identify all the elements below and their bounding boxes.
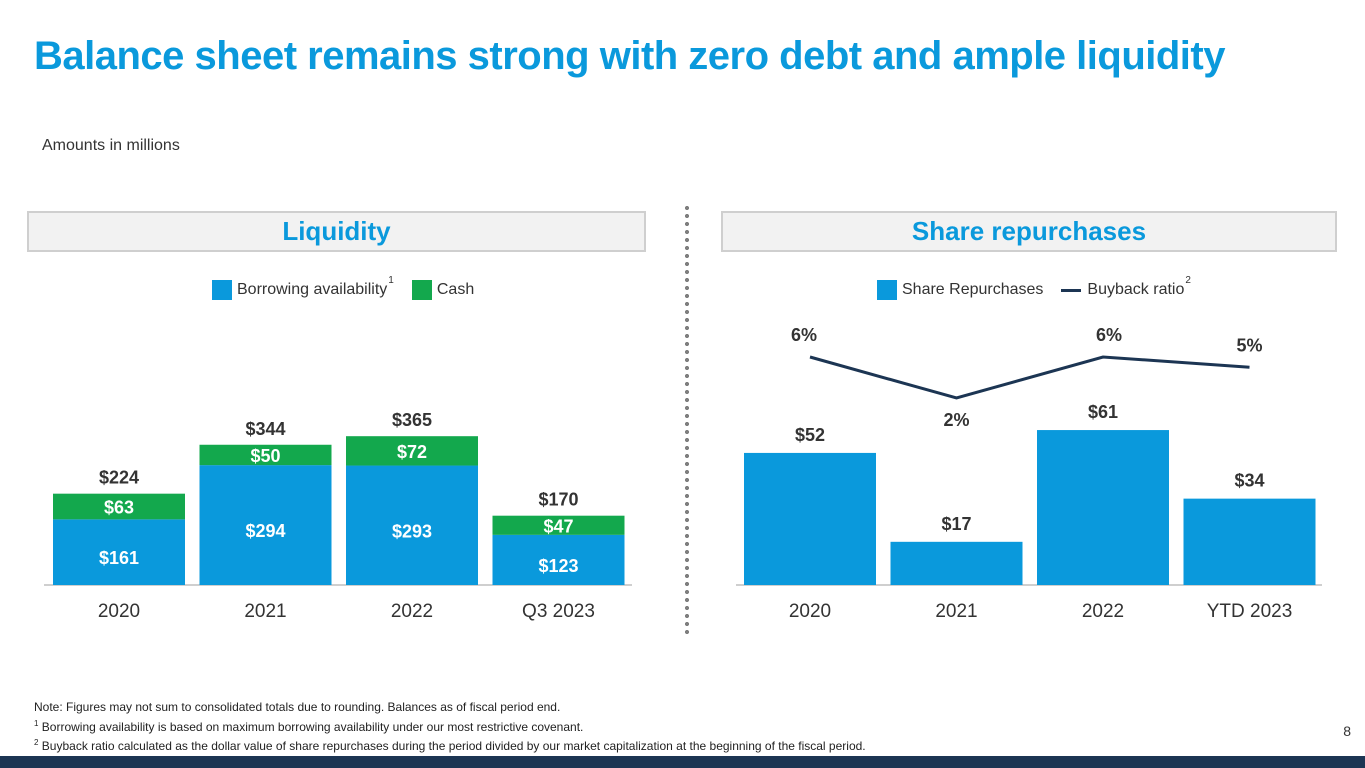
legend-buyback-sup: 2	[1185, 274, 1191, 286]
liquidity-x-tick: 2020	[98, 601, 140, 622]
repurchases-x-tick: 2022	[1082, 601, 1124, 622]
liquidity-label-cash: $47	[543, 516, 573, 536]
repurchases-bar-label: $61	[1088, 402, 1118, 422]
liquidity-bar-cash	[346, 436, 478, 466]
repurchases-bar	[744, 452, 876, 585]
legend-buyback-label: Buyback ratio	[1087, 281, 1185, 298]
page-number: 8	[1343, 723, 1351, 739]
liquidity-label-cash: $63	[104, 498, 134, 518]
repurchases-bar	[890, 541, 1023, 585]
liquidity-bar-borrowing	[492, 534, 625, 585]
liquidity-bar-borrowing	[346, 465, 478, 585]
legend-borrowing-sup: 1	[388, 274, 394, 286]
liquidity-label-cash: $72	[397, 442, 427, 462]
liquidity-header: Liquidity	[27, 211, 646, 252]
bottom-bar	[0, 756, 1365, 768]
legend-repurchases-label: Share Repurchases	[902, 281, 1044, 298]
liquidity-bar-cash	[492, 515, 625, 535]
repurchases-bar-label: $17	[941, 514, 971, 534]
footnotes: Note: Figures may not sum to consolidate…	[34, 699, 866, 755]
repurchases-bar	[1183, 498, 1316, 585]
liquidity-x-tick: Q3 2023	[522, 601, 595, 622]
liquidity-label-borrowing: $161	[99, 548, 139, 568]
buyback-ratio-label: 6%	[1096, 325, 1122, 345]
buyback-ratio-label: 5%	[1236, 335, 1262, 355]
liquidity-bar-cash	[199, 444, 332, 466]
liquidity-x-tick: 2021	[244, 601, 286, 622]
legend-cash-label: Cash	[436, 281, 475, 298]
repurchases-bar-label: $52	[795, 425, 825, 445]
repurchases-bar	[1037, 430, 1169, 585]
liquidity-bar-cash	[53, 493, 185, 520]
liquidity-bar-borrowing	[199, 465, 332, 585]
repurchases-x-tick: 2021	[935, 601, 977, 622]
legend-borrowing-label: Borrowing availability	[237, 281, 388, 298]
repurchases-legend: Share Repurchases Buyback ratio 2	[877, 275, 1191, 300]
borrowing-swatch	[212, 280, 232, 300]
repurchases-bar-label: $34	[1234, 471, 1264, 491]
repurchases-x-tick: YTD 2023	[1207, 601, 1293, 622]
liquidity-label-cash: $50	[250, 446, 280, 466]
slide-title: Balance sheet remains strong with zero d…	[34, 34, 1225, 78]
footnote-1: 1 Borrowing availability is based on max…	[34, 718, 584, 734]
liquidity-bar-borrowing	[53, 519, 185, 585]
repurchases-x-tick: 2020	[789, 601, 831, 622]
footnote-2: 2 Buyback ratio calculated as the dollar…	[34, 738, 866, 753]
amounts-note: Amounts in millions	[42, 137, 180, 154]
buyback-line-swatch	[1061, 288, 1082, 292]
cash-swatch	[411, 280, 432, 300]
footnote-note: Note: Figures may not sum to consolidate…	[34, 700, 561, 714]
panel-divider	[684, 204, 690, 636]
liquidity-label-borrowing: $294	[245, 521, 285, 541]
liquidity-label-borrowing: $293	[392, 521, 432, 541]
liquidity-label-borrowing: $123	[538, 556, 578, 576]
liquidity-legend: Borrowing availability 1 Cash	[212, 275, 475, 300]
share-repurchases-header: Share repurchases	[721, 211, 1337, 252]
liquidity-x-tick: 2022	[391, 601, 433, 622]
buyback-ratio-label: 2%	[943, 410, 969, 430]
buyback-ratio-label: 6%	[791, 325, 817, 345]
buyback-ratio-line	[809, 355, 1250, 400]
repurchases-swatch	[877, 280, 897, 300]
liquidity-total-label: $365	[392, 410, 432, 430]
liquidity-total-label: $224	[99, 468, 139, 488]
liquidity-total-label: $344	[245, 419, 285, 439]
liquidity-total-label: $170	[538, 490, 578, 510]
